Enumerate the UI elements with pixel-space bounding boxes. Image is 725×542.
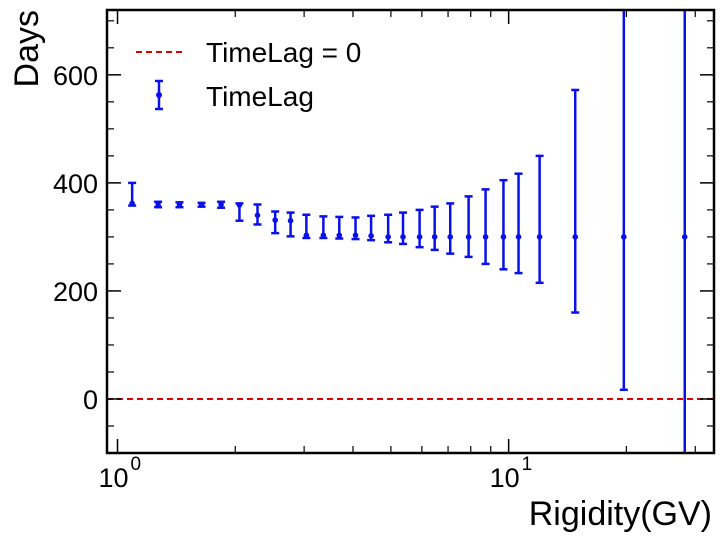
plot-frame — [105, 8, 716, 455]
data-marker — [482, 234, 489, 240]
data-marker — [198, 201, 205, 208]
y-tick-label: 600 — [53, 61, 98, 91]
x-tick-label-exponent: 1 — [522, 454, 533, 475]
data-point-11 — [335, 215, 344, 240]
data-point-7 — [271, 210, 280, 235]
data-point-9 — [302, 213, 311, 240]
data-marker — [681, 234, 688, 240]
data-point-15 — [399, 211, 408, 246]
data-marker — [254, 212, 261, 219]
legend-label-series: TimeLag — [206, 81, 314, 112]
data-marker — [218, 201, 224, 208]
data-marker — [303, 232, 310, 239]
data-point-24 — [571, 88, 580, 314]
x-tick-label: 10 — [490, 463, 520, 493]
data-point-4 — [217, 200, 226, 209]
data-point-25 — [619, 10, 628, 392]
data-point-10 — [319, 215, 328, 240]
legend-swatch-errorbar — [155, 79, 163, 111]
data-marker — [272, 217, 278, 223]
data-marker — [236, 202, 243, 208]
data-point-5 — [235, 202, 244, 222]
data-point-0 — [128, 181, 137, 207]
data-marker — [416, 234, 423, 240]
data-point-6 — [253, 203, 262, 226]
data-marker — [176, 201, 183, 208]
data-point-1 — [154, 200, 163, 209]
data-point-23 — [535, 154, 544, 285]
y-tick-label: 200 — [53, 277, 98, 307]
x-tick-label-exponent: 0 — [131, 454, 142, 475]
data-marker — [400, 234, 406, 240]
x-axis-label: Rigidity(GV) — [529, 495, 712, 533]
x-tick-label: 10 — [98, 463, 128, 493]
data-point-8 — [286, 211, 295, 238]
data-point-21 — [499, 178, 508, 271]
data-marker — [572, 234, 579, 240]
data-marker — [287, 217, 294, 224]
legend: TimeLag = 0 TimeLag — [136, 37, 361, 112]
data-marker — [320, 232, 327, 239]
data-point-19 — [464, 195, 473, 259]
data-point-16 — [415, 208, 424, 249]
data-marker — [385, 234, 391, 240]
data-marker — [129, 200, 135, 207]
data-point-2 — [175, 201, 184, 209]
y-tick-label: 0 — [83, 385, 98, 415]
data-point-20 — [481, 188, 490, 266]
data-marker — [465, 234, 472, 240]
data-marker — [500, 234, 507, 240]
data-marker — [352, 232, 359, 239]
data-point-12 — [351, 216, 360, 241]
data-point-3 — [197, 201, 206, 208]
data-marker — [336, 232, 343, 239]
data-point-26 — [681, 10, 688, 453]
data-point-14 — [384, 213, 393, 244]
data-point-18 — [446, 202, 455, 255]
data-marker — [536, 234, 543, 240]
y-tick-label: 400 — [53, 169, 98, 199]
data-point-17 — [430, 205, 439, 252]
data-marker — [447, 234, 454, 240]
data-marker — [431, 234, 438, 240]
data-marker — [515, 234, 522, 240]
data-marker — [155, 201, 161, 208]
data-point-22 — [514, 172, 523, 275]
data-point-13 — [367, 214, 376, 242]
data-marker — [621, 234, 627, 240]
y-axis-label: Days — [8, 10, 46, 87]
legend-label-reference: TimeLag = 0 — [206, 37, 361, 68]
data-marker — [368, 233, 374, 239]
